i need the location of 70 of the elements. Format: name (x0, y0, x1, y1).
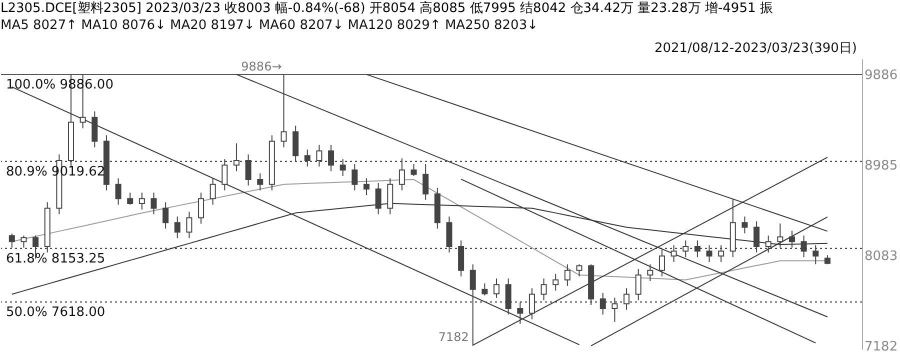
candlestick (624, 288, 630, 310)
candlestick (328, 144, 334, 172)
ref-line-label: 61.8% 8153.25 (6, 251, 106, 266)
chart-title: L2305.DCE[塑料2305] 2023/03/23 收8003 幅-0.84%(-68) 开8054 高8085 低7995 结8042 仓34.42万 量23.28万 增-4951 振 (0, 0, 773, 16)
candlestick (138, 192, 145, 210)
y-tick-label: 7182 (864, 339, 898, 354)
candlestick (410, 163, 417, 177)
candlestick (540, 278, 547, 301)
candlestick (233, 142, 240, 172)
candlestick (800, 235, 807, 258)
candlestick (127, 192, 134, 206)
candlestick (612, 297, 618, 322)
candlestick (398, 158, 405, 191)
candlestick (718, 244, 724, 262)
candlestick (198, 192, 204, 224)
candlestick (304, 149, 310, 167)
candlestick (92, 110, 98, 148)
y-tick-label: 8985 (864, 158, 898, 174)
candlestick (777, 223, 784, 248)
candlestick (754, 220, 760, 253)
annotation: 7182 (438, 330, 469, 344)
candlestick (647, 264, 654, 282)
candlestick (812, 244, 819, 265)
candlestick (494, 278, 500, 298)
candlestick (245, 154, 252, 186)
candlestick (576, 264, 582, 277)
y-tick-label: 8083 (864, 248, 898, 264)
candlestick (694, 240, 700, 258)
candlestick (528, 288, 535, 320)
candlestick (352, 163, 358, 191)
candlestick (765, 235, 772, 253)
candlestick (658, 249, 665, 277)
candlestick (670, 244, 677, 262)
candlestick (458, 240, 464, 277)
candlestick (552, 273, 559, 292)
chart-subtitle: MA5 8027↑ MA10 8076↓ MA20 8197↓ MA60 8207↓ MA120 8029↑ MA250 8203↓ (0, 18, 538, 33)
annotation: 9886→ (241, 59, 282, 74)
candlestick (162, 202, 169, 230)
candlestick (257, 172, 264, 191)
candlestick (706, 244, 712, 262)
candlestick (222, 158, 228, 191)
candlestick (174, 216, 180, 239)
candlestick (635, 268, 642, 301)
candlestick (505, 278, 512, 315)
candlestick (517, 302, 524, 324)
candlestick (387, 178, 394, 215)
candlestick (482, 282, 488, 296)
text: 2021/08/12-2023/03/23(390日) (654, 41, 857, 56)
candlestick (150, 192, 157, 215)
candlestick (422, 163, 429, 200)
candlestick (210, 178, 216, 206)
candlestick (564, 264, 570, 286)
candlestick (20, 235, 27, 248)
candlestick (470, 264, 476, 346)
y-tick-label: 9886 (864, 68, 898, 83)
candlestick (682, 240, 689, 258)
candlestick (292, 125, 299, 162)
candlestick (742, 216, 748, 234)
candlestick (280, 74, 287, 148)
candlestick (375, 182, 382, 215)
candlestick (115, 178, 122, 206)
candlestick (340, 158, 346, 177)
candlestick (600, 292, 606, 315)
candlestick (788, 230, 795, 248)
candlestick (186, 211, 192, 239)
candlestick (316, 144, 322, 167)
candlestick (363, 178, 370, 196)
candlestick (446, 216, 452, 253)
ref-line-label: 50.0% 7618.00 (6, 305, 106, 320)
candlestick (8, 233, 15, 248)
